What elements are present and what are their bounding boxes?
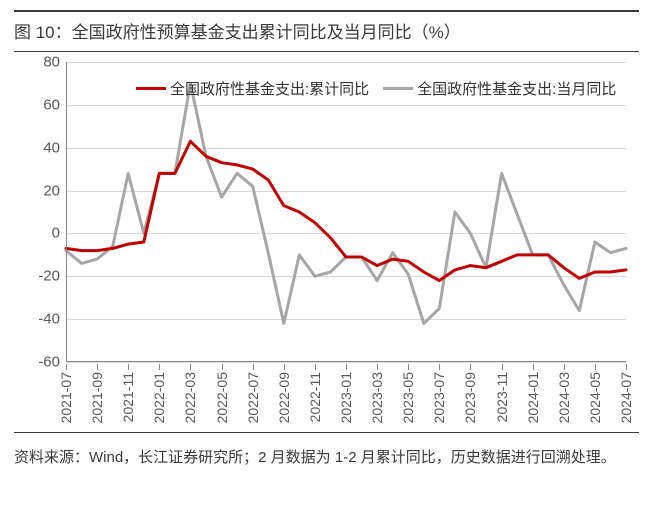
legend-label-monthly: 全国政府性基金支出:当月同比 [417, 78, 616, 99]
x-tick-label: 2022-07 [245, 372, 261, 423]
x-tick [408, 364, 409, 370]
x-tick-label: 2023-09 [462, 372, 478, 423]
x-tick [159, 364, 160, 370]
y-tick-label: -40 [38, 311, 60, 328]
legend-item-monthly: 全国政府性基金支出:当月同比 [383, 78, 616, 99]
x-tick [564, 364, 565, 370]
x-axis-layer: 2021-072021-092021-112022-012022-032022-… [66, 364, 626, 424]
x-tick-label: 2021-11 [120, 372, 136, 422]
x-tick-label: 2024-07 [618, 372, 634, 423]
legend-item-cumulative: 全国政府性基金支出:累计同比 [136, 78, 369, 99]
x-tick-label: 2024-05 [587, 372, 603, 423]
x-tick [439, 364, 440, 370]
x-tick-label: 2023-03 [369, 372, 385, 423]
x-tick [533, 364, 534, 370]
y-tick-label: 0 [52, 225, 60, 242]
y-tick-label: 60 [43, 96, 60, 113]
x-tick-label: 2023-05 [400, 372, 416, 423]
legend-swatch-monthly [383, 87, 413, 90]
x-tick-label: 2021-07 [58, 372, 74, 423]
x-tick-label: 2024-03 [556, 372, 572, 423]
legend-label-cumulative: 全国政府性基金支出:累计同比 [170, 78, 369, 99]
x-tick [502, 364, 503, 370]
y-tick-label: 20 [43, 182, 60, 199]
legend-swatch-cumulative [136, 87, 166, 90]
y-tick-label: -20 [38, 268, 60, 285]
x-tick [253, 364, 254, 370]
axis-border [66, 62, 626, 362]
x-tick [97, 364, 98, 370]
x-tick [377, 364, 378, 370]
x-tick [190, 364, 191, 370]
x-tick-label: 2022-05 [214, 372, 230, 423]
x-tick [128, 364, 129, 370]
x-tick [66, 364, 67, 370]
chart-area: -60 -40 -20 0 20 40 60 80 全国政府性基金支出:累计同比 全国政府性基… [14, 52, 639, 432]
x-tick [595, 364, 596, 370]
y-tick-label: 80 [43, 54, 60, 71]
x-tick-label: 2024-01 [525, 372, 541, 423]
figure-container: 图 10：全国政府性预算基金支出累计同比及当月同比（%） -60 -40 -20 0 2… [0, 0, 669, 483]
x-tick [284, 364, 285, 370]
x-tick-label: 2021-09 [89, 372, 105, 423]
x-tick-label: 2023-11 [494, 372, 510, 422]
y-tick-label: 40 [43, 139, 60, 156]
plot-region: -60-40-20020406080 全国政府性基金支出:累计同比 全国政府性基… [66, 62, 626, 362]
legend: 全国政府性基金支出:累计同比 全国政府性基金支出:当月同比 [136, 78, 616, 99]
x-tick [315, 364, 316, 370]
chart-title: 图 10：全国政府性预算基金支出累计同比及当月同比（%） [14, 10, 639, 52]
x-tick [470, 364, 471, 370]
x-tick [626, 364, 627, 370]
chart-source: 资料来源：Wind，长江证券研究所；2 月数据为 1-2 月累计同比，历史数据进… [14, 432, 639, 473]
x-tick [222, 364, 223, 370]
x-tick-label: 2023-07 [431, 372, 447, 423]
x-tick-label: 2022-03 [182, 372, 198, 423]
x-tick-label: 2022-01 [151, 372, 167, 423]
x-tick-label: 2022-09 [276, 372, 292, 423]
x-tick-label: 2023-01 [338, 372, 354, 423]
y-tick-label: -60 [38, 354, 60, 371]
x-tick-label: 2022-11 [307, 372, 323, 422]
x-tick [346, 364, 347, 370]
gridline [66, 362, 626, 363]
